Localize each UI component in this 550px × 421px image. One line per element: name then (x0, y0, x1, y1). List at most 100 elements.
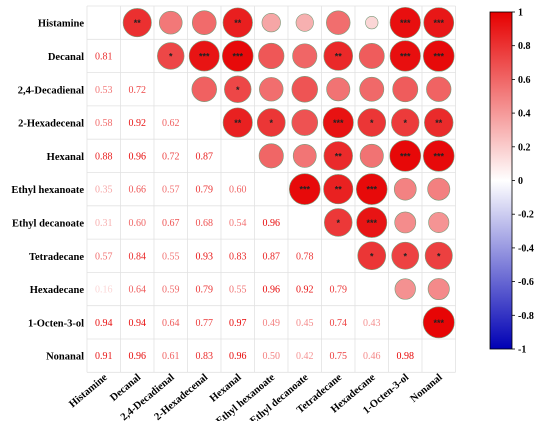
corr-circle-5-9 (393, 177, 417, 201)
corr-circle-8-9 (394, 278, 416, 300)
corr-circle-0-10 (423, 7, 455, 38)
corr-circle-9-10 (422, 306, 455, 339)
corr-value-7-2: 0.55 (162, 251, 180, 262)
significance-mark-4-7: ** (335, 151, 343, 161)
corr-value-1-0: 0.81 (95, 51, 113, 62)
significance-mark-2-4: * (236, 85, 240, 95)
corr-circle-5-6 (289, 173, 321, 205)
significance-mark-5-8: *** (366, 185, 377, 195)
significance-mark-0-10: *** (433, 18, 444, 28)
corr-circle-3-4 (222, 107, 253, 138)
corr-circle-1-7 (323, 41, 353, 71)
corr-circle-1-2 (157, 42, 185, 70)
corr-value-9-5: 0.49 (263, 318, 281, 329)
corr-value-5-4: 0.60 (229, 185, 247, 196)
corr-value-9-1: 0.94 (129, 318, 147, 329)
significance-mark-7-10: * (437, 251, 441, 261)
corr-circle-6-9 (394, 211, 417, 234)
significance-mark-1-3: *** (199, 51, 210, 61)
significance-mark-5-6: *** (299, 185, 310, 195)
corr-circle-0-9 (389, 7, 421, 39)
corr-value-10-4: 0.96 (229, 351, 247, 362)
corr-value-10-7: 0.75 (330, 351, 348, 362)
row-label: 2,4-Decadienal (18, 85, 84, 96)
significance-mark-3-4: ** (234, 118, 242, 128)
corr-value-10-6: 0.42 (296, 351, 314, 362)
corr-value-3-1: 0.92 (129, 118, 147, 129)
corr-circle-6-10 (428, 211, 450, 233)
significance-mark-0-1: ** (134, 18, 142, 28)
colorbar-tick-label: -0.8 (518, 311, 534, 322)
corr-value-4-0: 0.88 (95, 151, 113, 162)
corr-circle-2-10 (426, 76, 452, 102)
corr-value-4-1: 0.96 (129, 151, 147, 162)
corr-value-9-0: 0.94 (95, 318, 113, 329)
corr-circle-0-3 (191, 10, 217, 35)
corr-value-7-5: 0.87 (263, 251, 281, 262)
row-label: Nonanal (46, 352, 84, 363)
corr-value-9-2: 0.64 (162, 318, 180, 329)
corr-value-8-4: 0.55 (229, 285, 247, 296)
significance-mark-4-10: *** (433, 151, 444, 161)
significance-mark-9-10: *** (433, 318, 444, 328)
corr-circle-0-8 (365, 16, 379, 30)
row-label: Decanal (48, 52, 84, 63)
corr-circle-1-6 (292, 43, 318, 69)
grid-lines (86, 5, 456, 373)
corr-value-8-1: 0.64 (129, 285, 147, 296)
cells: ** ** *** ***0.81 * *** *** ** *** ***0.53 0.72 *0.… (95, 7, 455, 362)
corr-value-9-6: 0.45 (296, 318, 314, 329)
corr-value-9-8: 0.43 (363, 318, 381, 329)
corr-value-6-5: 0.96 (263, 218, 281, 229)
colorbar-tick-label: -0.2 (518, 210, 534, 221)
corr-circle-2-5 (259, 77, 284, 102)
corr-circle-5-8 (356, 173, 388, 205)
significance-mark-7-8: * (370, 251, 374, 261)
significance-mark-3-5: * (269, 118, 273, 128)
significance-mark-3-9: * (403, 118, 407, 128)
significance-mark-1-2: * (169, 51, 173, 61)
colorbar-tick-label: 0.6 (518, 75, 531, 86)
corr-circle-1-10 (423, 40, 455, 72)
corr-value-10-1: 0.96 (129, 351, 147, 362)
corr-circle-0-1 (122, 8, 152, 38)
significance-mark-6-8: *** (366, 218, 377, 228)
corr-value-2-0: 0.53 (95, 85, 113, 96)
significance-mark-1-9: *** (400, 51, 411, 61)
corr-value-9-7: 0.74 (330, 318, 348, 329)
corr-value-5-0: 0.35 (95, 185, 113, 196)
corr-circle-4-8 (359, 143, 384, 168)
significance-mark-0-9: *** (400, 18, 411, 28)
corr-circle-0-6 (295, 13, 314, 32)
corr-value-2-1: 0.72 (129, 85, 147, 96)
significance-mark-3-7: *** (333, 118, 344, 128)
corr-circle-4-5 (258, 143, 284, 169)
corr-circle-3-8 (357, 108, 387, 137)
corr-circle-6-7 (324, 208, 353, 237)
row-label: Hexadecane (30, 285, 85, 296)
corr-value-10-8: 0.46 (363, 351, 381, 362)
corr-circle-3-9 (391, 108, 420, 137)
corr-circle-2-9 (392, 76, 419, 103)
corr-circle-2-8 (359, 76, 385, 102)
corr-circle-2-3 (191, 76, 217, 102)
corr-circle-3-7 (322, 107, 354, 139)
corr-value-6-3: 0.68 (196, 218, 214, 229)
corr-circle-7-10 (424, 241, 453, 270)
corr-value-6-2: 0.67 (162, 218, 180, 229)
corr-value-8-2: 0.59 (162, 285, 180, 296)
significance-mark-3-8: * (370, 118, 374, 128)
row-label: 2-Hexadecenal (18, 119, 84, 130)
row-label: 1-Octen-3-ol (28, 318, 84, 329)
corr-circle-5-7 (323, 174, 354, 205)
colorbar-legend: 1 0.8 0.6 0.4 0.2 0 -0.2 -0.4 -0.6 -0.8 -1 (489, 8, 534, 356)
corr-value-7-6: 0.78 (296, 251, 314, 262)
corr-value-4-3: 0.87 (196, 151, 214, 162)
corr-value-9-4: 0.97 (229, 318, 247, 329)
corr-circle-1-3 (188, 40, 220, 72)
colorbar-tick-label: 0.8 (518, 41, 531, 52)
row-labels: Histamine Decanal 2,4-Decadienal 2-Hexadece… (11, 19, 84, 363)
colorbar-gradient (489, 11, 513, 350)
corr-value-6-4: 0.54 (229, 218, 247, 229)
